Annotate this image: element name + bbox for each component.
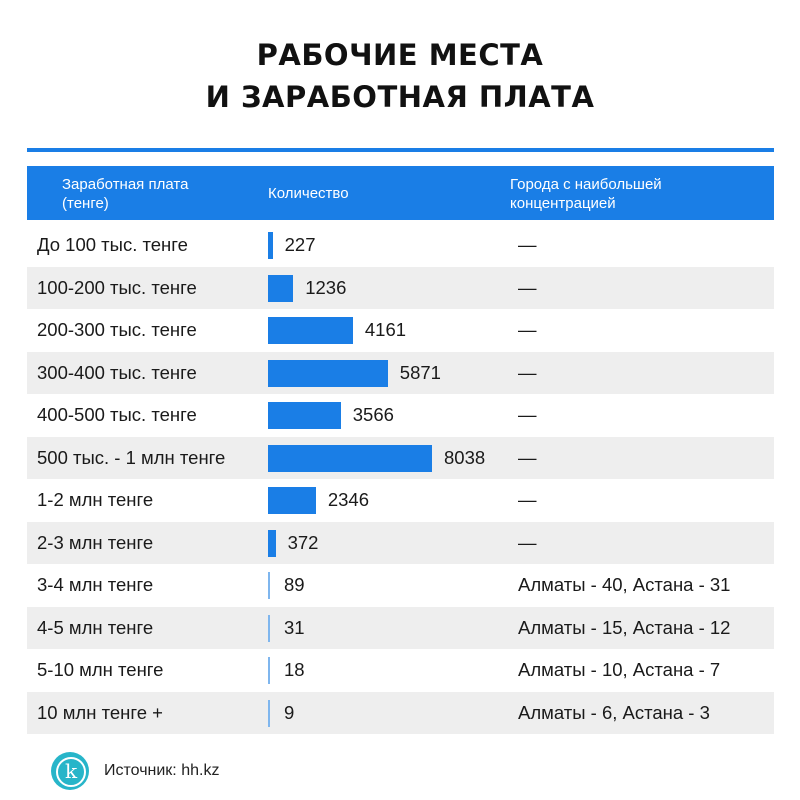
band-label: До 100 тыс. тенге: [37, 234, 188, 255]
source-value: hh.kz: [181, 762, 220, 779]
logo: k: [51, 752, 89, 790]
table-row: До 100 тыс. тенге 227 —: [27, 224, 774, 267]
table-row: 5-10 млн тенге 18 Алматы - 10, Астана - 7: [27, 649, 774, 692]
count-bar: [268, 572, 270, 599]
cities-cell: —: [518, 404, 537, 425]
count-bar: [268, 529, 276, 557]
count-value: 1236: [305, 276, 347, 298]
band-label: 5-10 млн тенге: [37, 659, 164, 680]
cities-cell: —: [518, 361, 537, 383]
band-label: 400-500 тыс. тенге: [37, 404, 197, 425]
count-value: 9: [284, 701, 295, 723]
count-value: 5871: [399, 361, 441, 383]
count-value: 4161: [364, 319, 407, 340]
source-label: Источник:: [104, 762, 177, 779]
source-note: Источник: hh.kz: [104, 760, 219, 782]
table-row: 500 тыс. - 1 млн тенге 8038 —: [27, 436, 774, 479]
count-bar: [268, 699, 270, 727]
cities-cell: —: [518, 234, 537, 255]
cities-cell: —: [518, 446, 537, 468]
header-count: Количество: [268, 185, 349, 202]
count-bar: [268, 487, 316, 514]
page-title: РАБОЧИЕ МЕСТА И ЗАРАБОТНАЯ ПЛАТА: [0, 34, 800, 118]
count-bar: [268, 232, 273, 259]
header-cities-line-2: концентрацией: [510, 195, 616, 212]
count-value: 31: [284, 616, 305, 638]
count-value: 227: [284, 234, 316, 255]
count-value: 18: [284, 659, 305, 680]
table-row: 200-300 тыс. тенге 4161 —: [27, 309, 774, 352]
header-cities-line-1: Города с наибольшей: [510, 176, 662, 193]
table-row: 1-2 млн тенге 2346 —: [27, 479, 774, 522]
band-label: 300-400 тыс. тенге: [37, 361, 197, 383]
header-band-line-2: (тенге): [62, 195, 109, 212]
count-bar: [268, 657, 270, 684]
band-label: 10 млн тенге +: [37, 701, 163, 723]
band-label: 1-2 млн тенге: [37, 489, 154, 510]
table-row: 2-3 млн тенге 372 —: [27, 521, 774, 564]
table-row: 300-400 тыс. тенге 5871 —: [27, 351, 774, 394]
count-bar: [268, 402, 341, 429]
band-label: 100-200 тыс. тенге: [37, 276, 197, 298]
table-row: 4-5 млн тенге 31 Алматы - 15, Астана - 12: [27, 606, 774, 649]
cities-cell: —: [518, 276, 537, 298]
cities-cell: —: [518, 319, 537, 340]
count-bar: [268, 614, 270, 642]
count-bar: [268, 274, 294, 302]
count-bar: [268, 359, 388, 387]
table-row: 10 млн тенге + 9 Алматы - 6, Астана - 3: [27, 691, 774, 734]
table-row: 400-500 тыс. тенге 3566 —: [27, 394, 774, 437]
cities-cell: —: [518, 489, 537, 510]
cities-cell: Алматы - 15, Астана - 12: [518, 616, 731, 638]
cities-cell: Алматы - 40, Астана - 31: [518, 574, 731, 595]
cities-cell: —: [518, 531, 537, 553]
count-value: 8038: [444, 446, 486, 468]
table-row: 3-4 млн тенге 89 Алматы - 40, Астана - 31: [27, 564, 774, 607]
count-value: 2346: [327, 489, 370, 510]
count-bar: [268, 317, 353, 344]
title-line-2: И ЗАРАБОТНАЯ ПЛАТА: [205, 80, 595, 114]
count-bar: [268, 444, 432, 472]
top-rule: [27, 148, 774, 152]
band-label: 200-300 тыс. тенге: [37, 319, 197, 340]
title-line-1: РАБОЧИЕ МЕСТА: [256, 38, 544, 72]
cities-cell: Алматы - 6, Астана - 3: [518, 701, 710, 723]
band-label: 3-4 млн тенге: [37, 574, 154, 595]
count-value: 89: [284, 574, 305, 595]
header-band-line-1: Заработная плата: [62, 176, 189, 193]
header-cities: Города с наибольшей концентрацией: [510, 175, 750, 213]
band-label: 500 тыс. - 1 млн тенге: [37, 446, 226, 468]
table-row: 100-200 тыс. тенге 1236 —: [27, 266, 774, 309]
band-label: 4-5 млн тенге: [37, 616, 154, 638]
table-header: Заработная плата (тенге) Количество Горо…: [27, 166, 774, 220]
header-band: Заработная плата (тенге): [62, 175, 262, 213]
band-label: 2-3 млн тенге: [37, 531, 154, 553]
count-value: 372: [287, 531, 319, 553]
count-value: 3566: [352, 404, 394, 425]
logo-letter: k: [56, 757, 86, 787]
cities-cell: Алматы - 10, Астана - 7: [518, 659, 721, 680]
